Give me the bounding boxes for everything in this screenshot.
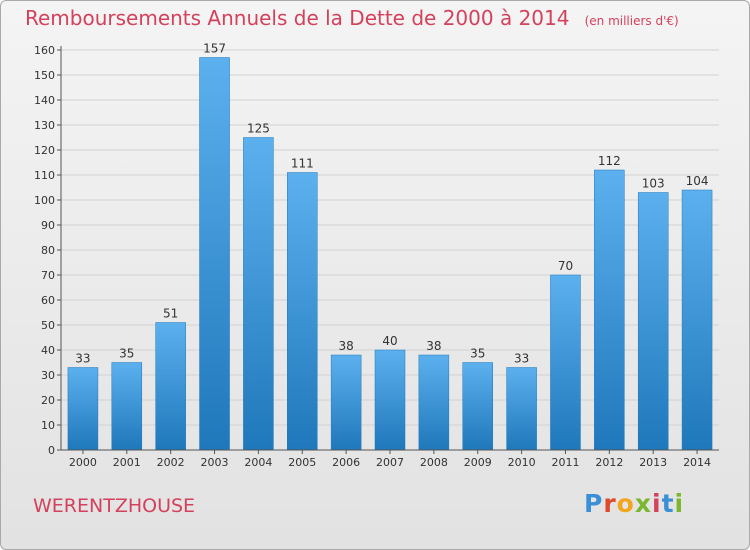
x-tick-label: 2013 [639, 456, 667, 469]
x-tick-label: 2012 [595, 456, 623, 469]
bar-2001 [111, 362, 143, 451]
bar-value-label: 157 [203, 42, 226, 56]
x-tick-label: 2006 [332, 456, 360, 469]
title-row: Remboursements Annuels de la Dette de 20… [25, 6, 679, 30]
x-tick-label: 2014 [683, 456, 711, 469]
bar-value-label: 70 [558, 259, 573, 273]
y-tick-label: 90 [41, 219, 55, 232]
bar-value-label: 33 [514, 352, 529, 366]
x-tick-label: 2011 [551, 456, 579, 469]
y-tick-label: 100 [34, 194, 55, 207]
y-tick-label: 0 [48, 444, 55, 457]
value-labels: 33 35 51 157 125 111 38 40 38 35 33 70 112 103 104 [75, 42, 708, 366]
x-tick-label: 2010 [508, 456, 536, 469]
bar-value-label: 35 [119, 347, 134, 361]
logo-letter: t [661, 489, 675, 518]
bars [67, 57, 713, 451]
bar-value-label: 112 [598, 154, 621, 168]
bar-2003 [199, 57, 230, 451]
bar-2008 [418, 354, 450, 451]
y-tick-label: 30 [41, 369, 55, 382]
x-tick-label: 2009 [464, 456, 492, 469]
y-tick-label: 10 [41, 419, 55, 432]
bar-2005 [287, 172, 318, 451]
x-tick-label: 2002 [157, 456, 185, 469]
bar-value-label: 125 [247, 122, 270, 136]
bar-value-label: 111 [291, 157, 314, 171]
x-tick-label: 2003 [201, 456, 229, 469]
logo-letter: x [634, 489, 652, 518]
x-tick-label: 2004 [244, 456, 272, 469]
bar-2012 [594, 169, 625, 451]
y-tick-label: 50 [41, 319, 55, 332]
bar-2004 [243, 137, 274, 451]
x-tick-label: 2007 [376, 456, 404, 469]
bar-2009 [462, 362, 493, 451]
proxiti-logo: Proxiti [584, 489, 684, 518]
bar-value-label: 40 [382, 334, 397, 348]
bar-2000 [67, 367, 99, 451]
logo-letter: i [652, 489, 662, 518]
y-tick-label: 80 [41, 244, 55, 257]
bar-value-label: 35 [470, 347, 485, 361]
chart-title: Remboursements Annuels de la Dette de 20… [25, 6, 570, 30]
axes: 0 10 20 30 40 50 60 70 80 90 100 110 120 130 140 150 160… [34, 44, 719, 469]
bar-2006 [330, 354, 362, 451]
bar-value-label: 51 [163, 307, 178, 321]
bar-value-label: 103 [642, 177, 665, 191]
y-tick-label: 60 [41, 294, 55, 307]
y-tick-label: 130 [34, 119, 55, 132]
bar-2010 [506, 367, 537, 451]
y-tick-label: 40 [41, 344, 55, 357]
bar-2002 [155, 322, 186, 451]
logo-letter: i [674, 489, 685, 518]
x-tick-label: 2001 [113, 456, 141, 469]
bar-2013 [637, 192, 669, 451]
bar-value-label: 104 [686, 174, 709, 188]
y-tick-label: 160 [34, 44, 55, 57]
bar-value-label: 38 [426, 339, 441, 353]
y-tick-label: 20 [41, 394, 55, 407]
y-tick-label: 110 [34, 169, 55, 182]
logo-letter: o [616, 489, 635, 518]
bar-2007 [374, 349, 406, 451]
y-tick-label: 150 [34, 69, 55, 82]
y-tick-label: 140 [34, 94, 55, 107]
logo-letter: P [584, 489, 604, 518]
chart-subtitle: (en milliers d'€) [584, 14, 679, 28]
y-tick-label: 70 [41, 269, 55, 282]
x-tick-label: 2008 [420, 456, 448, 469]
bar-2011 [550, 274, 581, 451]
x-tick-label: 2000 [69, 456, 97, 469]
bar-value-label: 33 [75, 352, 90, 366]
bar-value-label: 38 [338, 339, 353, 353]
y-tick-label: 120 [34, 144, 55, 157]
logo-letter: r [603, 489, 617, 518]
bar-2014 [681, 189, 713, 451]
commune-name: WERENTZHOUSE [33, 495, 196, 517]
x-tick-label: 2005 [288, 456, 316, 469]
